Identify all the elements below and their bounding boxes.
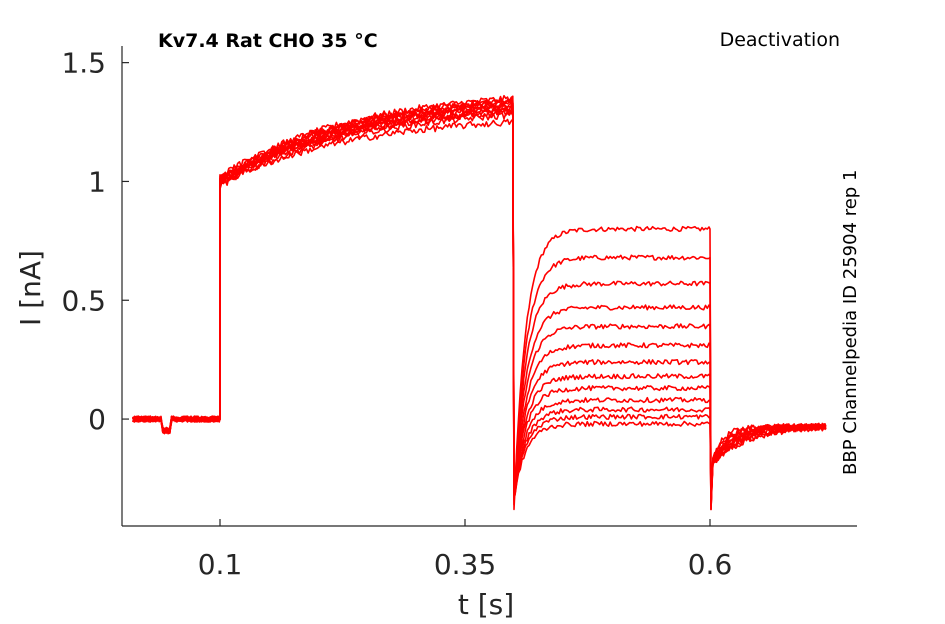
protocol-label: Deactivation: [720, 29, 840, 51]
y-tick-label: 1.5: [61, 47, 106, 80]
current-trace-line: [132, 118, 827, 507]
x-tick-label: 0.1: [198, 548, 243, 581]
axis-ticks: 0 0.5 1 1.5 0.1 0.35 0.6: [61, 47, 732, 581]
chart-title: Kv7.4 Rat CHO 35 °C: [158, 30, 378, 52]
source-label: BBP Channelpedia ID 25904 rep 1: [840, 170, 861, 475]
current-trace-line: [132, 106, 827, 496]
y-tick-label: 0.5: [61, 284, 106, 317]
x-tick-label: 0.35: [434, 548, 496, 581]
current-traces: [132, 94, 827, 511]
current-trace-line: [132, 94, 827, 500]
y-tick-label: 0: [88, 403, 106, 436]
x-tick-label: 0.6: [688, 548, 733, 581]
x-axis-label: t [s]: [458, 588, 514, 621]
y-axis-label: I [nA]: [14, 250, 47, 326]
current-trace-line: [132, 102, 827, 503]
y-tick-label: 1: [88, 165, 106, 198]
current-trace-line: [132, 98, 827, 500]
